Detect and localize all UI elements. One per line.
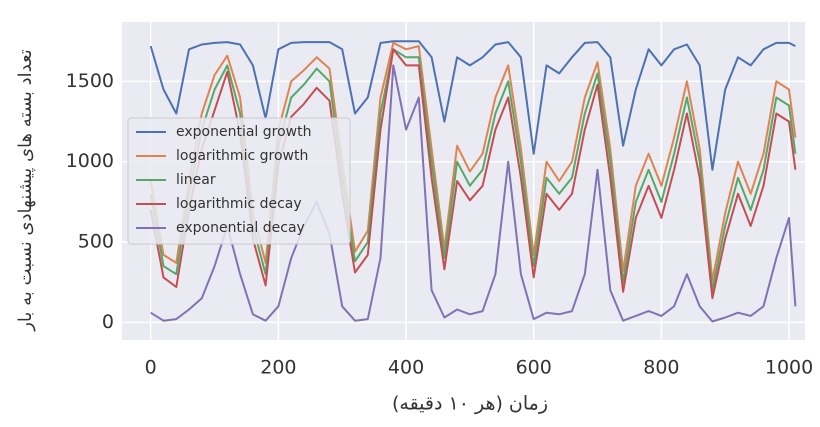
- x-axis-label: زمان (هر ۱۰ دقیقه): [392, 393, 548, 415]
- line-series: [149, 48, 797, 300]
- x-tick-label: 800: [643, 357, 679, 379]
- y-tick-label: 1500: [66, 70, 114, 92]
- line-series: [149, 40, 796, 171]
- legend-label: exponential decay: [176, 220, 305, 236]
- x-tick-label: 200: [260, 357, 296, 379]
- legend-box: [127, 117, 351, 245]
- line-series: [149, 48, 797, 292]
- y-tick-label: 1000: [66, 150, 114, 172]
- legend-label: logarithmic growth: [176, 148, 308, 164]
- legend-label: logarithmic decay: [176, 196, 302, 212]
- x-tick-label: 1000: [765, 357, 813, 379]
- y-axis-label: تعداد بسته های پیشنهادی نسبت به بار: [15, 49, 36, 332]
- line-series: [150, 64, 797, 323]
- y-tick-label: 0: [102, 311, 114, 333]
- legend-label: linear: [176, 172, 216, 188]
- x-tick-label: 600: [516, 357, 552, 379]
- x-tick-label: 400: [388, 357, 424, 379]
- x-tick-label: 0: [145, 357, 157, 379]
- legend-label: exponential growth: [176, 124, 311, 140]
- y-tick-label: 500: [78, 231, 114, 253]
- legend: exponential growth logarithmic growth line…: [127, 117, 351, 245]
